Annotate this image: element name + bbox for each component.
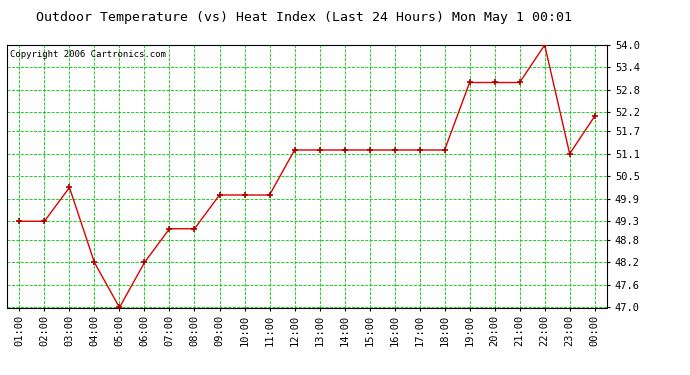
Text: Copyright 2006 Cartronics.com: Copyright 2006 Cartronics.com — [10, 50, 166, 59]
Text: Outdoor Temperature (vs) Heat Index (Last 24 Hours) Mon May 1 00:01: Outdoor Temperature (vs) Heat Index (Las… — [36, 11, 571, 24]
